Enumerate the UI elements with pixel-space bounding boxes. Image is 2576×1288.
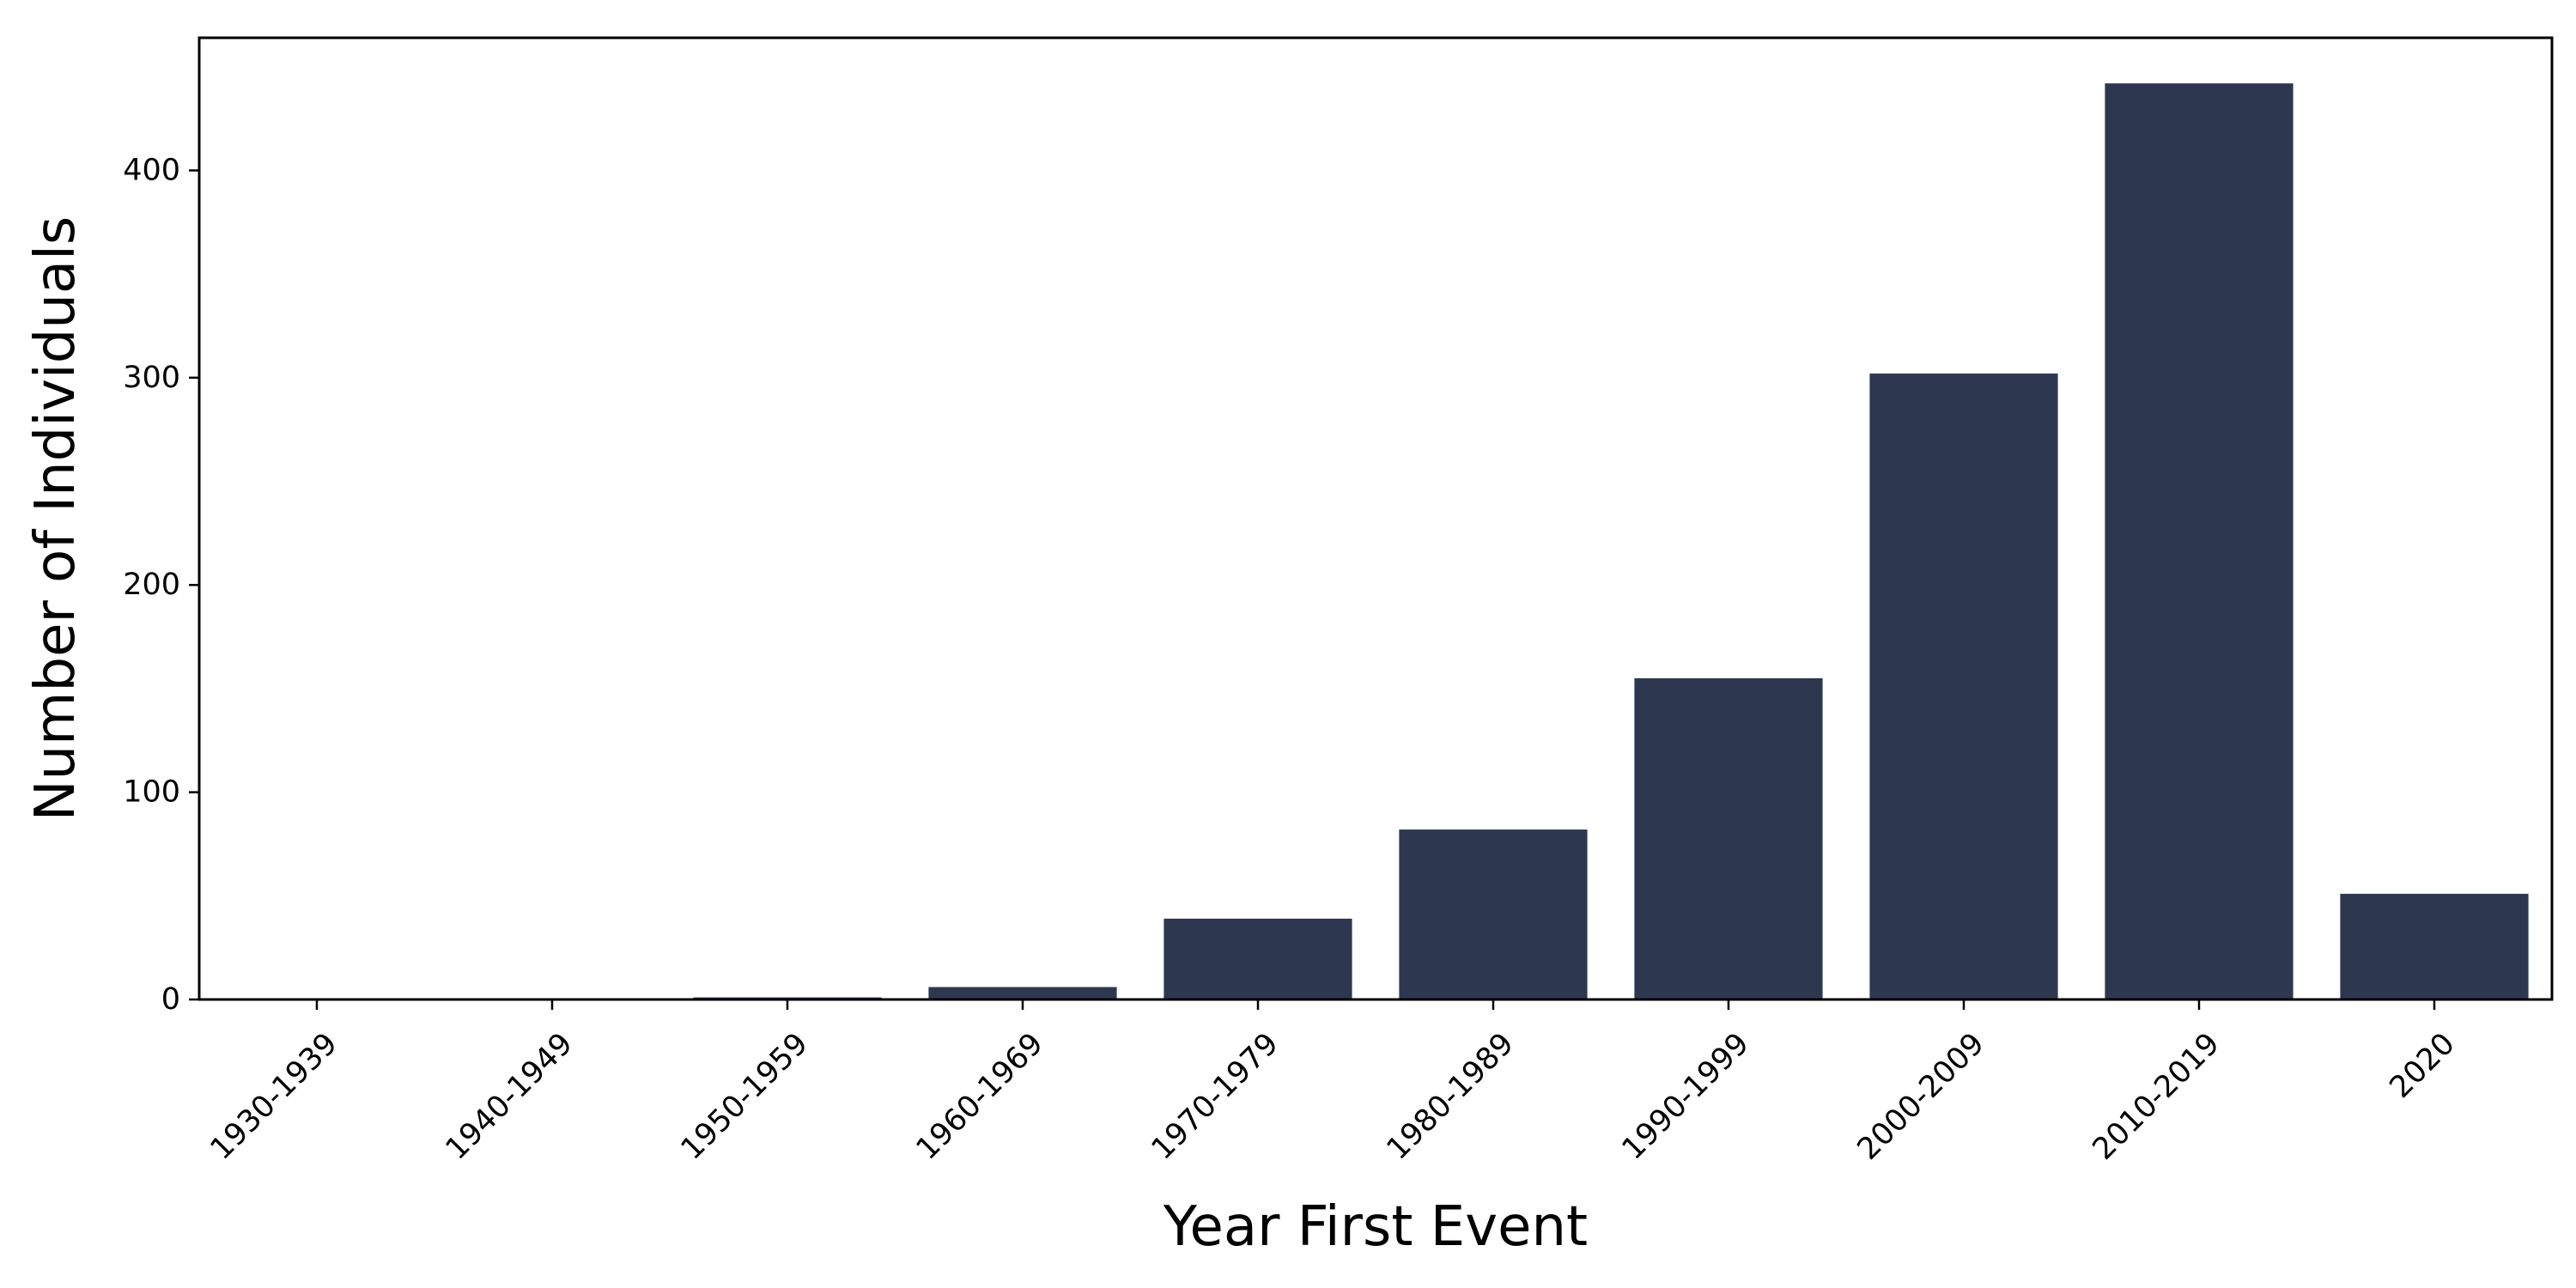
y-tick-label: 100 (123, 775, 180, 810)
bar-1970-1979 (1163, 918, 1352, 999)
y-tick-label: 200 (123, 568, 180, 602)
plot-frame (197, 36, 2554, 1001)
x-axis-label: Year First Event (1163, 1195, 1588, 1259)
bar-2000-2009 (1869, 374, 2058, 999)
bars-group (693, 83, 2529, 1000)
bar-1960-1969 (928, 987, 1117, 999)
y-axis-label: Number of Individuals (24, 216, 88, 822)
bar-1990-1999 (1634, 677, 1823, 999)
y-tick-label: 400 (123, 153, 180, 187)
y-tick-label: 300 (123, 361, 180, 395)
y-tick-label: 0 (161, 982, 180, 1017)
y-axis-ticks: 0 100 200 300 400 (123, 153, 199, 1017)
bar-1980-1989 (1399, 829, 1588, 999)
bar-2010-2019 (2105, 83, 2293, 1000)
bar-2020 (2340, 893, 2529, 999)
